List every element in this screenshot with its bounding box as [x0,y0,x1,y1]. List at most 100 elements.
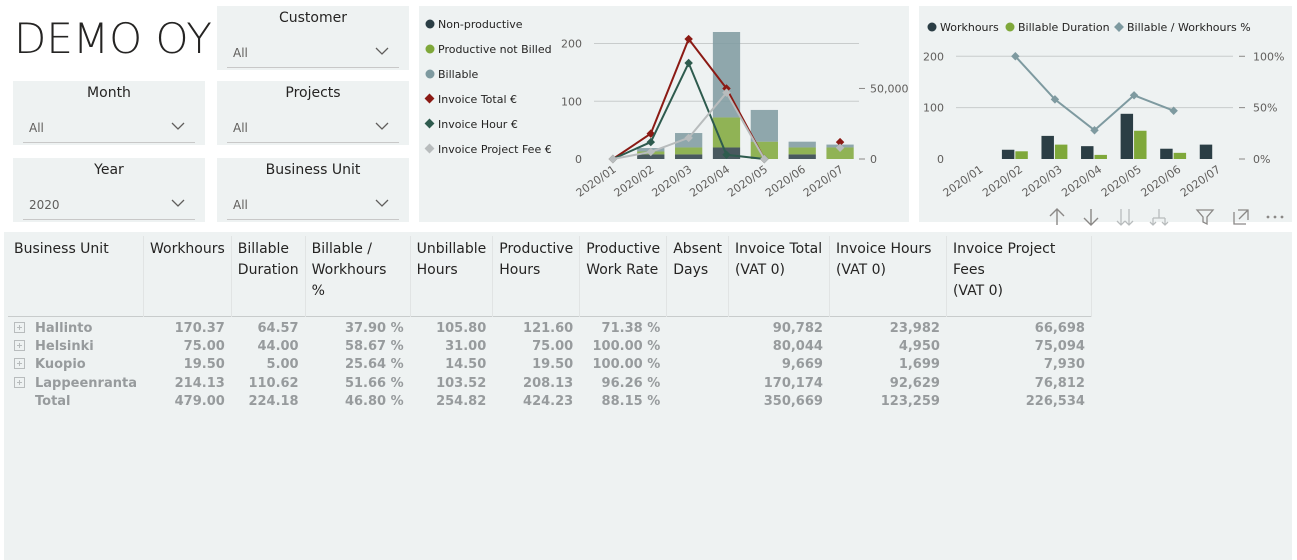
focus-mode-icon[interactable] [1230,206,1252,230]
hours-invoice-chart[interactable]: Non-productive Productive not Billed Billa… [419,6,909,222]
customer-dropdown[interactable]: All [227,37,399,68]
column-header[interactable]: Billable Duration [231,236,306,317]
business-unit-dropdown-value: All [233,198,248,212]
month-dropdown[interactable]: All [23,112,195,143]
bar [1134,130,1147,159]
y-tick-label: 100 [561,95,582,108]
table-cell: 75.00 [143,337,232,356]
arrow-down-icon[interactable] [1080,206,1102,230]
x-tick-label: 2020/05 [725,163,770,200]
year-slicer[interactable]: Year 2020 [13,158,205,222]
column-header[interactable]: Productive Work Rate [579,236,668,317]
business-unit-slicer-label: Business Unit [265,162,361,178]
table-row[interactable]: Helsinki 75.00 44.00 58.67 % 31.00 75.00 100.0… [8,337,1092,356]
table-cell: 88.15 % [579,392,668,411]
expand-plus-icon[interactable] [14,358,25,370]
y-tick-label: 100 [923,102,944,115]
table-cell: 9,669 [728,355,830,375]
column-header[interactable]: Invoice Project Fees (VAT 0) [946,236,1092,317]
x-tick-label: 2020/02 [980,163,1025,200]
table-cell: 214.13 [143,374,232,393]
column-header-line: Work Rate [586,262,659,278]
column-header[interactable]: Unbillable Hours [410,236,494,317]
legend-marker [1005,22,1015,32]
bar-segment [788,154,816,159]
column-header-line: Invoice Total [734,241,823,257]
legend-marker [425,69,435,79]
x-tick-label: 2020/02 [612,163,657,200]
column-header[interactable]: Business Unit [8,236,144,317]
row-label: Kuopio [8,355,144,375]
column-header[interactable]: Workhours [143,236,232,317]
column-header[interactable]: Invoice Hours (VAT 0) [829,236,947,317]
legend-label: Non-productive [438,18,523,31]
arrow-up-icon[interactable] [1046,206,1068,230]
column-header-line: Productive [499,241,574,257]
column-header[interactable]: Invoice Total (VAT 0) [728,236,830,317]
more-options-icon[interactable] [1264,206,1286,230]
table-cell [666,337,729,356]
chevron-down-icon [375,199,389,207]
bar-segment [750,109,778,142]
y2-tick-label: 0 [870,153,877,166]
double-arrow-down-icon[interactable] [1114,206,1136,230]
month-slicer-label: Month [87,85,131,101]
legend-label: Billable [438,68,478,81]
table-cell: 226,534 [946,392,1092,411]
table-cell [666,316,729,338]
legend-marker [425,19,435,29]
year-dropdown[interactable]: 2020 [23,189,195,220]
projects-dropdown-value: All [233,121,248,135]
table-cell: 71.38 % [579,316,668,338]
x-tick-label: 2020/06 [763,163,808,200]
projects-dropdown[interactable]: All [227,112,399,143]
bar [1001,149,1015,159]
column-header[interactable]: Absent Days [666,236,729,317]
column-header-line: Absent [673,241,722,257]
workhours-billable-chart[interactable]: Workhours Billable Duration Billable / Wor… [919,6,1292,222]
customer-slicer[interactable]: Customer All [217,6,409,70]
bar-segment [826,147,854,159]
filter-icon[interactable] [1194,206,1216,230]
legend-label: Workhours [940,21,999,34]
row-label: Lappeenranta [8,374,144,393]
bar-segment [675,154,703,159]
column-header-line: Invoice Project Fees [952,241,1056,278]
table-row[interactable]: Kuopio 19.50 5.00 25.64 % 14.50 19.50 100.00 %… [8,355,1092,375]
expand-hierarchy-icon[interactable] [1148,206,1170,230]
column-header[interactable]: Billable / Workhours % [305,236,411,317]
row-label: Helsinki [8,337,144,356]
x-tick-label: 2020/03 [649,163,694,200]
table-cell [666,355,729,375]
table-cell: 80,044 [728,337,830,356]
series-point [608,154,618,164]
y2-tick-label: 0% [1253,153,1270,166]
row-label-text: Lappeenranta [35,375,137,391]
table-row[interactable]: Lappeenranta 214.13 110.62 51.66 % 103.52 208… [8,374,1092,393]
expand-plus-icon[interactable] [14,340,25,352]
table-cell: 5.00 [231,355,306,375]
projects-slicer[interactable]: Projects All [217,81,409,145]
y-tick-label: 0 [575,153,582,166]
table-cell: 121.60 [492,316,581,338]
month-slicer[interactable]: Month All [13,81,205,145]
column-header-line: Hours [416,262,458,278]
legend-label: Billable / Workhours % [1127,21,1251,34]
table-row[interactable]: Total 479.00 224.18 46.80 % 254.82 424.23 88.1… [8,392,1092,411]
column-header[interactable]: Productive Hours [492,236,581,317]
x-tick-label: 2020/06 [1138,163,1183,200]
business-unit-slicer[interactable]: Business Unit All [217,158,409,222]
business-unit-dropdown[interactable]: All [227,189,399,220]
series-point [684,58,693,68]
expand-plus-icon[interactable] [14,321,25,333]
column-header-line: Workhours % [311,262,387,299]
table-cell [666,392,729,411]
row-label: Total [8,392,144,411]
column-header-line: Duration [237,262,299,278]
table-row[interactable]: Hallinto 170.37 64.57 37.90 % 105.80 121.60 71… [8,316,1092,338]
table-cell: 479.00 [143,392,232,411]
table-cell: 100.00 % [579,355,668,375]
month-dropdown-value: All [29,121,44,135]
expand-plus-icon[interactable] [14,376,25,388]
hours-invoice-chart-svg: Non-productive Productive not Billed Billa… [424,18,909,200]
